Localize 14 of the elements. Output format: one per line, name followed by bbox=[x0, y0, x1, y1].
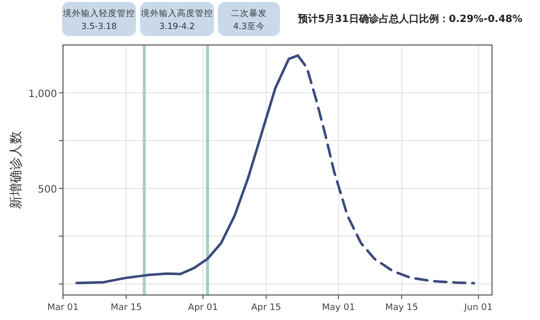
y-tick-label: 500 bbox=[38, 184, 57, 196]
x-tick-label: Mar 15 bbox=[110, 303, 142, 313]
x-tick-label: Jun 01 bbox=[463, 303, 493, 313]
x-tick-label: Mar 01 bbox=[47, 303, 79, 313]
x-tick-label: Apr 15 bbox=[251, 303, 282, 313]
x-tick-label: May 01 bbox=[322, 303, 355, 313]
text: 预计5月31日确诊占总人口比例：0.29%-0.48% bbox=[297, 13, 522, 25]
x-tick-label: Apr 01 bbox=[188, 303, 218, 313]
text: 二次暴发 4.3至今 bbox=[231, 8, 267, 32]
text: 境外输入高度管控 3.19-4.2 bbox=[140, 8, 213, 32]
x-tick-label: May 15 bbox=[385, 303, 418, 313]
y-tick-label: 1,000 bbox=[28, 88, 57, 100]
y-axis-title: 新增确诊人数 bbox=[9, 131, 24, 209]
text: 境外输入轻度管控 3.5-3.18 bbox=[62, 8, 135, 32]
